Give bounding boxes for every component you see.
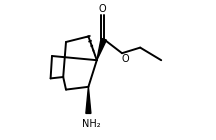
Polygon shape <box>97 38 106 60</box>
Polygon shape <box>86 87 91 113</box>
Text: NH₂: NH₂ <box>82 119 100 129</box>
Text: O: O <box>98 4 106 14</box>
Text: O: O <box>122 54 130 64</box>
